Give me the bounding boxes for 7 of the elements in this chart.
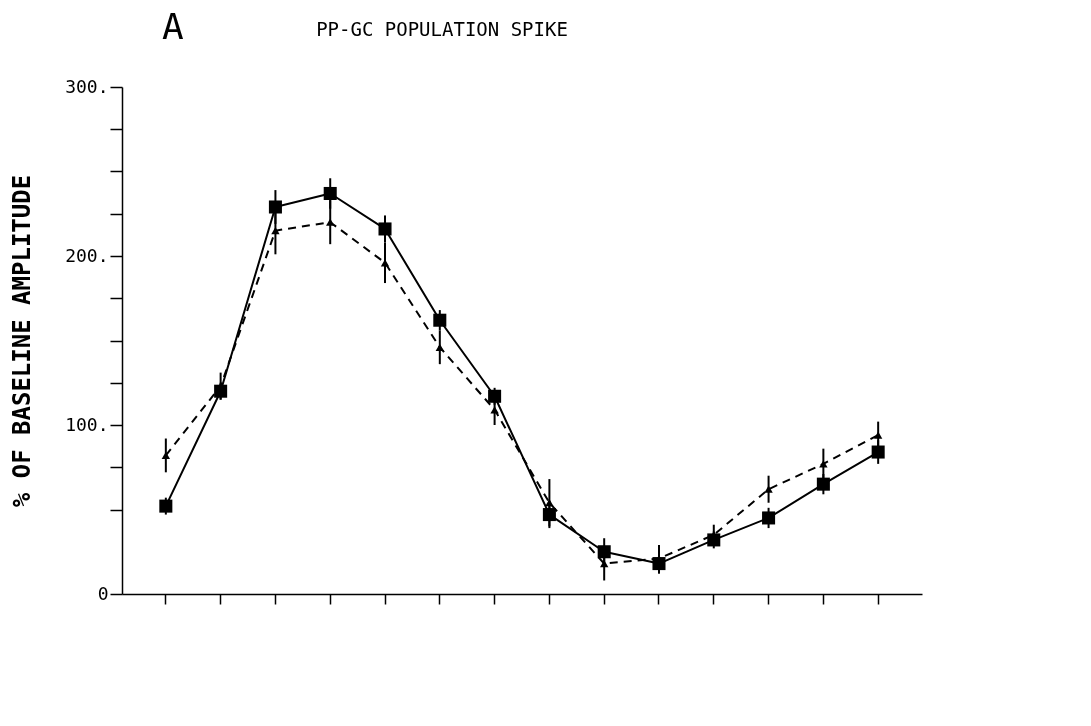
y-tick-label: 0 <box>97 582 109 604</box>
text: A <box>162 6 184 47</box>
chart-title: PP-GC POPULATION SPIKE <box>316 18 568 40</box>
y-tick-label: 200. <box>65 244 109 266</box>
y-tick-label: 300. <box>65 75 109 97</box>
y-axis-title: % OF BASELINE AMPLITUDE <box>8 174 37 508</box>
y-tick-label: 100. <box>65 413 109 435</box>
